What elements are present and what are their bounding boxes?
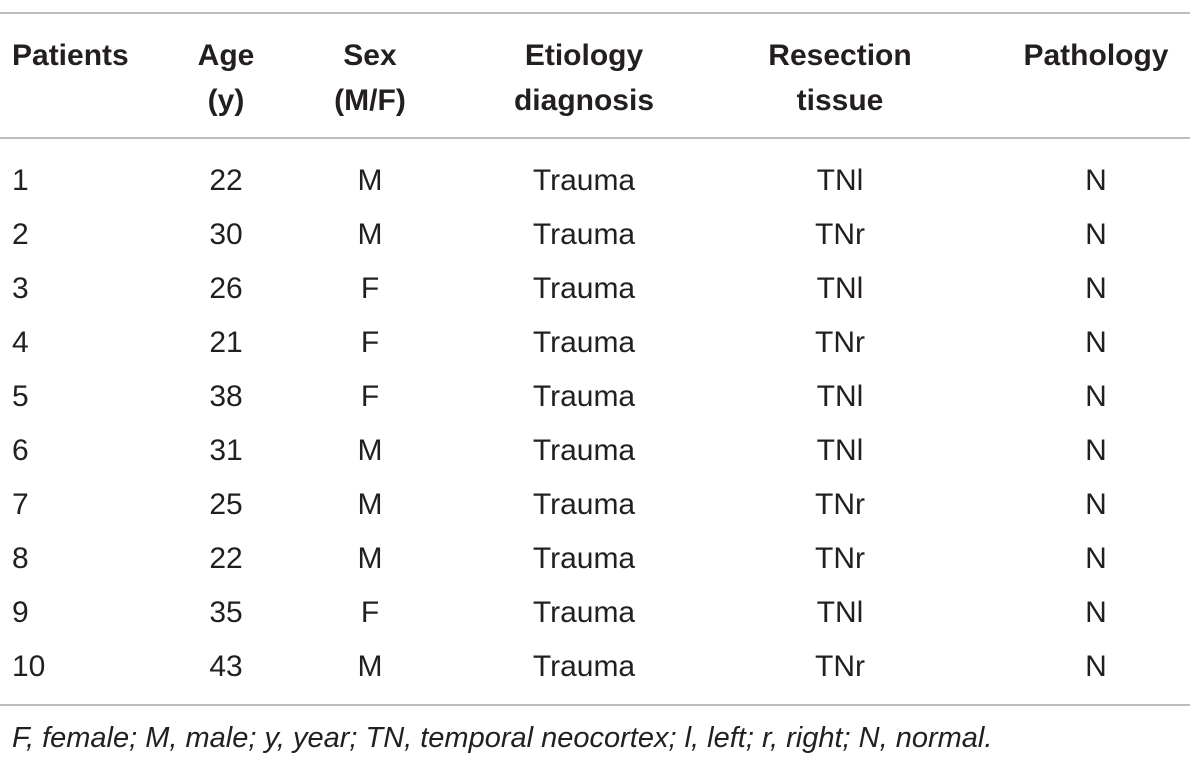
bottom-rule (0, 704, 1190, 706)
cell-age: 22 (209, 164, 243, 197)
cell-resection: TNr (815, 326, 865, 359)
cell-sex: M (357, 542, 383, 575)
cell-etiology: Trauma (532, 488, 636, 521)
cell-etiology: Trauma (532, 326, 636, 359)
table-row: 3 26 F Trauma TNl N (0, 262, 1190, 316)
cell-patient: 8 (12, 542, 29, 575)
cell-pathology: N (1085, 380, 1107, 413)
cell-etiology: Trauma (532, 650, 636, 683)
cell-pathology: N (1085, 164, 1107, 197)
table-row: 4 21 F Trauma TNr N (0, 316, 1190, 370)
cell-etiology: Trauma (532, 272, 636, 305)
cell-age: 25 (209, 488, 243, 521)
table-row: 7 25 M Trauma TNr N (0, 478, 1190, 532)
cell-etiology: Trauma (532, 164, 636, 197)
top-rule (0, 12, 1190, 14)
cell-resection: TNl (816, 434, 864, 467)
cell-sex: M (357, 218, 383, 251)
cell-sex: M (357, 434, 383, 467)
table-row: 8 22 M Trauma TNr N (0, 532, 1190, 586)
cell-pathology: N (1085, 272, 1107, 305)
cell-age: 35 (209, 596, 243, 629)
header-sex: Sex (M/F) (334, 39, 406, 117)
header-age: Age (y) (197, 39, 255, 117)
cell-sex: F (360, 272, 380, 305)
cell-pathology: N (1085, 596, 1107, 629)
header-etiology: Etiology diagnosis (513, 39, 655, 117)
cell-age: 31 (209, 434, 243, 467)
cell-resection: TNl (816, 596, 864, 629)
cell-etiology: Trauma (532, 218, 636, 251)
cell-patient: 3 (12, 272, 29, 305)
cell-age: 21 (209, 326, 243, 359)
cell-sex: M (357, 650, 383, 683)
table-row: 1 22 M Trauma TNl N (0, 154, 1190, 208)
header-rule (0, 137, 1190, 139)
cell-sex: M (357, 488, 383, 521)
cell-pathology: N (1085, 542, 1107, 575)
cell-resection: TNl (816, 164, 864, 197)
table-row: 6 31 M Trauma TNl N (0, 424, 1190, 478)
cell-resection: TNl (816, 272, 864, 305)
cell-age: 30 (209, 218, 243, 251)
table-row: 9 35 F Trauma TNl N (0, 586, 1190, 640)
cell-resection: TNr (815, 650, 865, 683)
cell-resection: TNr (815, 542, 865, 575)
cell-etiology: Trauma (532, 380, 636, 413)
cell-patient: 1 (12, 164, 29, 197)
cell-pathology: N (1085, 488, 1107, 521)
cell-patient: 9 (12, 596, 29, 629)
cell-resection: TNr (815, 218, 865, 251)
cell-sex: M (357, 164, 383, 197)
cell-patient: 2 (12, 218, 29, 251)
header-resection: Resection tissue (768, 39, 912, 117)
cell-patient: 5 (12, 380, 29, 413)
cell-resection: TNr (815, 488, 865, 521)
cell-etiology: Trauma (532, 434, 636, 467)
table-footnote: F, female; M, male; y, year; TN, tempora… (12, 722, 993, 754)
cell-age: 38 (209, 380, 243, 413)
cell-patient: 7 (12, 488, 29, 521)
cell-patient: 6 (12, 434, 29, 467)
cell-sex: F (360, 326, 380, 359)
cell-pathology: N (1085, 650, 1107, 683)
table-row: 5 38 F Trauma TNl N (0, 370, 1190, 424)
cell-sex: F (360, 596, 380, 629)
header-pathology: Pathology (1023, 39, 1169, 72)
header-patients: Patients (12, 39, 129, 72)
cell-patient: 4 (12, 326, 29, 359)
cell-sex: F (360, 380, 380, 413)
cell-pathology: N (1085, 434, 1107, 467)
cell-pathology: N (1085, 326, 1107, 359)
cell-age: 43 (209, 650, 243, 683)
cell-age: 26 (209, 272, 243, 305)
cell-etiology: Trauma (532, 596, 636, 629)
table-row: 2 30 M Trauma TNr N (0, 208, 1190, 262)
cell-age: 22 (209, 542, 243, 575)
cell-etiology: Trauma (532, 542, 636, 575)
cell-pathology: N (1085, 218, 1107, 251)
cell-patient: 10 (12, 650, 46, 683)
table-row: 10 43 M Trauma TNr N (0, 640, 1190, 694)
cell-resection: TNl (816, 380, 864, 413)
